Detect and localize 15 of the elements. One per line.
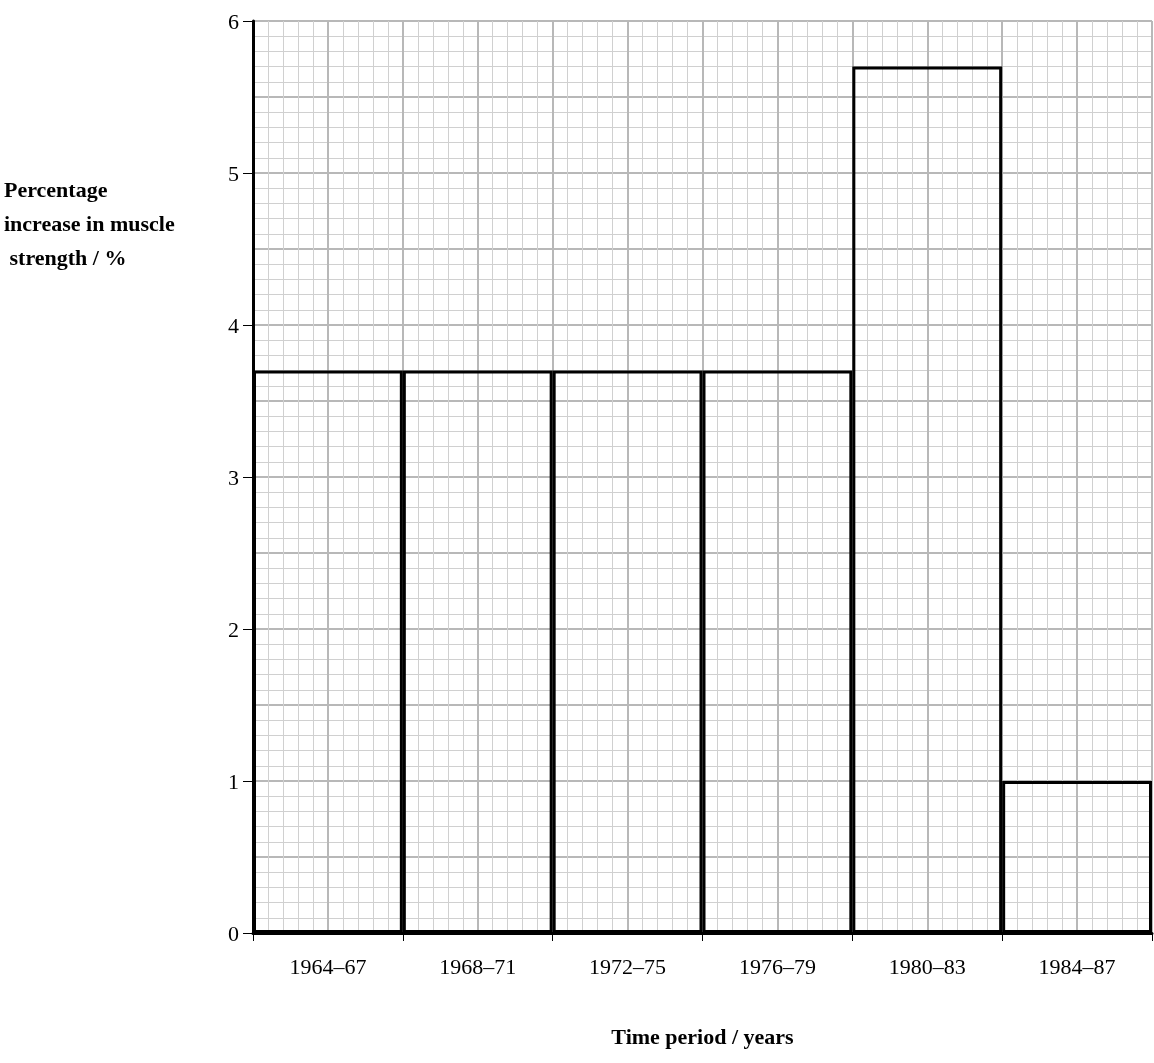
- y-tick-label: 2: [228, 616, 239, 642]
- x-tick-label: 1968–71: [439, 953, 517, 979]
- y-tick-label: 4: [228, 312, 239, 338]
- x-tick-label: 1976–79: [738, 953, 816, 979]
- y-tick-label: 1: [228, 768, 239, 794]
- x-tick-label: 1980–83: [888, 953, 966, 979]
- x-tick-label: 1984–87: [1038, 953, 1116, 979]
- y-tick-label: 3: [228, 464, 239, 490]
- y-tick-label: 0: [228, 920, 239, 946]
- x-tick-label: 1972–75: [589, 953, 667, 979]
- y-axis-title: Percentage increase in muscle strength / %: [4, 176, 175, 270]
- y-tick-label: 6: [228, 8, 239, 34]
- x-tick-label: 1964–67: [289, 953, 367, 979]
- y-tick-label: 5: [228, 160, 239, 186]
- x-axis-title: Time period / years: [611, 1023, 795, 1049]
